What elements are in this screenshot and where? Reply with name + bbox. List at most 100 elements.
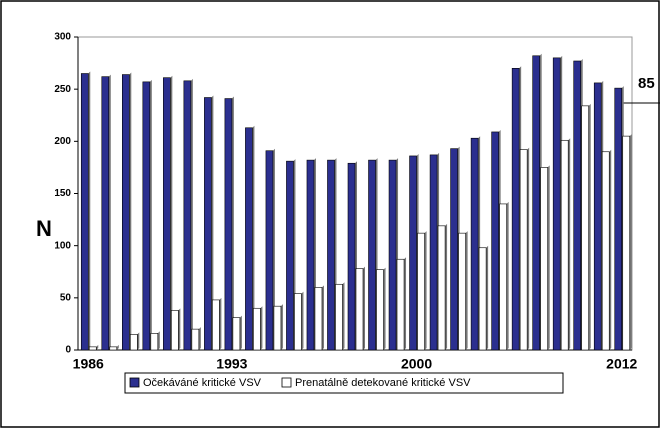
bar bbox=[101, 76, 110, 351]
bar-side bbox=[178, 308, 181, 350]
bar bbox=[129, 334, 138, 351]
bar bbox=[191, 328, 200, 351]
bar-side bbox=[239, 315, 242, 350]
bar-side bbox=[272, 148, 275, 350]
bar-side bbox=[231, 96, 234, 350]
bar bbox=[368, 159, 376, 351]
bar-side bbox=[506, 201, 509, 350]
x-tick-label: 1986 bbox=[73, 356, 104, 372]
bar bbox=[163, 77, 171, 351]
bar bbox=[491, 131, 499, 351]
bar-side bbox=[108, 74, 111, 350]
bar-side bbox=[149, 79, 152, 350]
bar-side bbox=[280, 304, 283, 350]
bar bbox=[478, 247, 487, 351]
bar bbox=[142, 81, 151, 351]
bar-side bbox=[342, 282, 345, 350]
bar-side bbox=[219, 297, 222, 350]
bar bbox=[327, 159, 335, 351]
bar bbox=[265, 150, 274, 351]
bar bbox=[232, 317, 241, 351]
y-tick-label: 100 bbox=[54, 240, 71, 251]
bar bbox=[417, 232, 425, 351]
bar-side bbox=[363, 266, 365, 350]
bar bbox=[511, 68, 520, 351]
bar-side bbox=[424, 231, 427, 350]
bar-side bbox=[260, 306, 263, 350]
y-tick-label: 0 bbox=[65, 345, 71, 356]
bar-side bbox=[198, 327, 201, 350]
bar-side bbox=[629, 134, 632, 350]
bar bbox=[429, 154, 438, 351]
bar-side bbox=[404, 257, 407, 350]
bar bbox=[499, 203, 507, 351]
legend-swatch bbox=[129, 377, 140, 388]
bar bbox=[388, 159, 397, 351]
bar bbox=[470, 137, 479, 351]
bar bbox=[560, 139, 569, 351]
bar bbox=[540, 167, 548, 351]
bar bbox=[614, 87, 623, 351]
y-axis-label: N bbox=[36, 216, 52, 241]
bar bbox=[80, 73, 89, 351]
y-tick-label: 250 bbox=[54, 84, 71, 95]
bar bbox=[286, 160, 294, 351]
x-tick-label: 2012 bbox=[606, 356, 637, 372]
bar bbox=[552, 57, 561, 351]
bar-side bbox=[157, 331, 160, 350]
bar bbox=[314, 287, 323, 351]
bar bbox=[601, 151, 610, 351]
bar bbox=[212, 299, 220, 351]
bar bbox=[335, 283, 343, 351]
bar bbox=[306, 159, 315, 351]
y-tick-label: 300 bbox=[54, 32, 71, 43]
y-tick-label: 200 bbox=[54, 136, 71, 147]
bar bbox=[396, 258, 405, 351]
bar-side bbox=[609, 149, 612, 350]
bar bbox=[294, 293, 302, 351]
bar-side bbox=[116, 344, 119, 350]
bar bbox=[409, 155, 417, 351]
bar bbox=[347, 162, 356, 351]
x-tick-label: 2000 bbox=[401, 356, 432, 372]
bar bbox=[593, 82, 602, 351]
annotation: 85 bbox=[638, 75, 655, 92]
bar-side bbox=[301, 291, 304, 350]
bar-side bbox=[321, 285, 324, 350]
bar-side bbox=[588, 103, 591, 350]
bar-side bbox=[190, 78, 193, 350]
bar bbox=[273, 305, 282, 351]
bar bbox=[355, 268, 364, 351]
bar bbox=[450, 148, 458, 351]
bar bbox=[171, 310, 179, 351]
bar-side bbox=[445, 223, 448, 350]
bar-side bbox=[568, 138, 571, 350]
bar-side bbox=[211, 95, 214, 350]
bar bbox=[376, 269, 384, 351]
bar bbox=[519, 149, 528, 351]
bar-side bbox=[465, 231, 468, 350]
y-tick-label: 50 bbox=[60, 292, 72, 303]
bar-side bbox=[383, 267, 386, 350]
bar-side bbox=[129, 72, 132, 350]
legend-swatch bbox=[281, 377, 292, 388]
bar bbox=[150, 333, 159, 351]
bar-side bbox=[96, 344, 99, 350]
bar bbox=[109, 346, 118, 351]
y-tick-label: 150 bbox=[54, 188, 71, 199]
bar bbox=[88, 346, 97, 351]
legend bbox=[124, 372, 564, 394]
bar bbox=[437, 225, 446, 351]
bar bbox=[253, 307, 261, 351]
bar bbox=[532, 55, 540, 351]
bar-side bbox=[88, 71, 91, 351]
bar bbox=[581, 105, 590, 351]
bar-side bbox=[527, 147, 530, 350]
bar bbox=[245, 127, 253, 351]
bar bbox=[224, 98, 233, 351]
bar-side bbox=[547, 165, 550, 350]
bar bbox=[622, 135, 631, 351]
bar-side bbox=[137, 332, 140, 350]
legend-label: Očekáváné kritické VSV bbox=[143, 377, 262, 389]
